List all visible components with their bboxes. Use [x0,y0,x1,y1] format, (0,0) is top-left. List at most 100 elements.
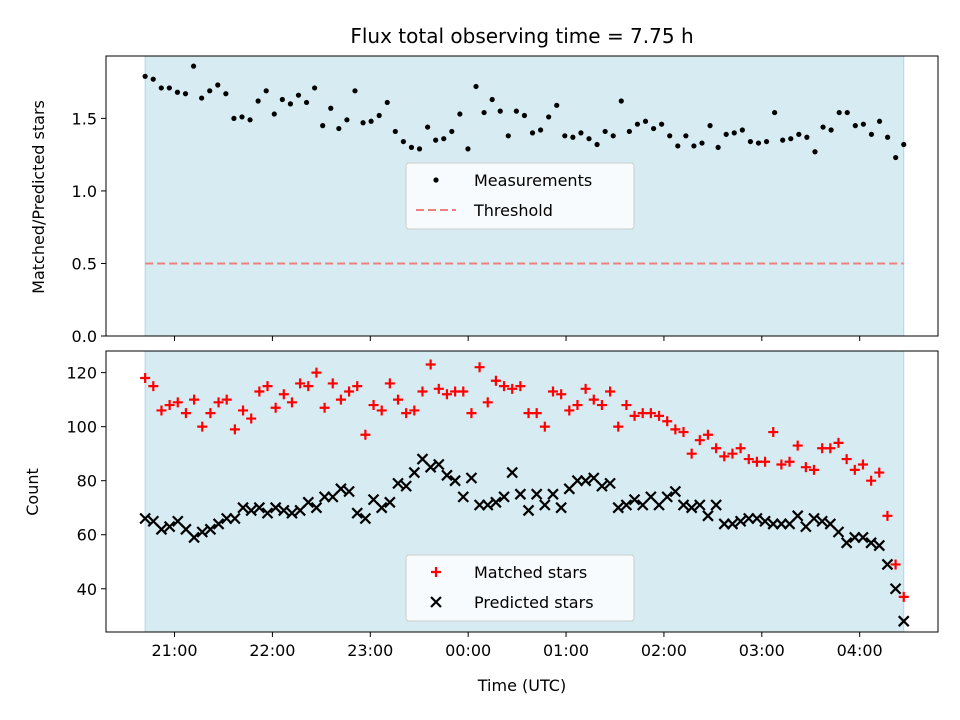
matched-stars-point [768,427,779,438]
measurements-point [473,83,479,90]
measurements-point [384,99,390,106]
measurements-point [868,131,875,137]
y-tick-label: 40 [77,580,97,599]
predicted-stars-point [139,512,151,525]
chart-title: Flux total observing time = 7.75 h [350,24,693,48]
measurements-point [513,108,519,114]
measurements-point [449,128,455,135]
measurements-point [457,111,463,117]
measurements-point [376,112,382,119]
matched-stars-point [303,381,314,392]
x-tick-label: 01:00 [543,641,589,660]
measurements-point [650,125,657,132]
matched-stars-point [344,386,355,397]
matched-stars-point [482,397,493,408]
predicted-stars-point [628,493,641,506]
matched-stars-point [841,454,852,465]
measurements-point [239,114,245,120]
matched-stars-point [368,400,379,411]
measurements-point [675,143,681,149]
predicted-stars-point [734,515,747,527]
measurements-point [231,115,237,121]
matched-stars-point [809,464,820,475]
measurements-point [546,114,552,120]
predicted-stars-point [604,477,616,490]
measurements-point [739,127,745,133]
matched-stars-point [605,386,616,397]
y-tick-label: 1.0 [72,182,97,201]
x-tick-label: 22:00 [249,641,295,660]
measurements-point [683,133,689,139]
matched-stars-point [229,424,240,435]
matched-stars-point [857,459,868,470]
matched-stars-point [335,394,346,405]
matched-stars-point [286,397,297,408]
y-tick-label: 0.5 [72,254,97,273]
matched-stars-point [849,464,860,475]
measurements-point [400,138,406,145]
measurements-point [780,137,786,143]
measurements-point [634,121,641,127]
measurements-point [247,117,253,123]
predicted-stars-point [441,469,453,482]
matched-stars-point [164,400,175,411]
predicted-stars-point [702,510,714,522]
matched-stars-point [898,591,909,602]
measurements-point [328,105,334,111]
predicted-stars-point [433,458,445,471]
predicted-stars-point [212,518,225,530]
y-tick-label: 100 [66,418,97,437]
legend-entry-measurements: Measurements [474,171,592,190]
matched-stars-point [654,410,665,421]
measurements-point [691,143,697,149]
measurements-point [465,146,471,152]
matched-stars-point [474,362,485,373]
matched-stars-point [238,405,249,416]
measurements-point [755,140,762,146]
measurements-point [578,130,584,136]
measurements-point [876,118,883,124]
matched-stars-point [205,408,216,419]
matched-stars-point [596,400,607,411]
matched-stars-point [711,443,722,454]
matched-stars-point [180,408,191,419]
measurements-point [594,141,600,148]
measurements-point [303,99,310,106]
y-tick-label: 80 [77,472,97,491]
predicted-stars-point [857,531,869,544]
measurements-point [392,128,398,135]
legend: Measurements Threshold [405,162,635,230]
matched-stars-point [352,381,363,392]
measurements-point [610,133,616,139]
matched-stars-point [409,405,420,416]
matched-stars-point [670,424,681,435]
predicted-stars-point [269,501,282,514]
measurements-point [860,121,866,127]
predicted-stars-point [865,537,877,549]
measurements-point [344,117,350,123]
matched-stars-point [760,456,771,467]
measurements-point [852,123,858,129]
matched-stars-point [743,454,754,465]
predicted-stars-point [481,499,494,511]
plot-frame [105,55,939,337]
matched-stars-point [360,429,371,440]
predicted-stars-point [335,483,347,495]
predicted-stars-point [163,520,176,533]
measurements-point [885,134,891,140]
plot-frame [105,350,939,633]
measurements-point [425,124,431,130]
measurements-point [481,109,487,116]
bottom-panel: 40 60 80 100 120 21:00 22:00 23:00 00:00 01:00 02:… [66,350,939,660]
predicted-stars-series [139,453,910,627]
predicted-stars-point [253,501,266,514]
matched-stars-point [792,440,803,451]
measurements-point [642,118,649,124]
x-tick-label: 02:00 [641,641,687,660]
measurements-point [336,125,342,132]
bottom-y-axis-label: Count [23,468,42,516]
x-axis-label: Time (UTC) [477,676,566,695]
matched-stars-point [735,443,746,454]
matched-stars-point [156,405,167,416]
measurements-point [828,127,834,133]
